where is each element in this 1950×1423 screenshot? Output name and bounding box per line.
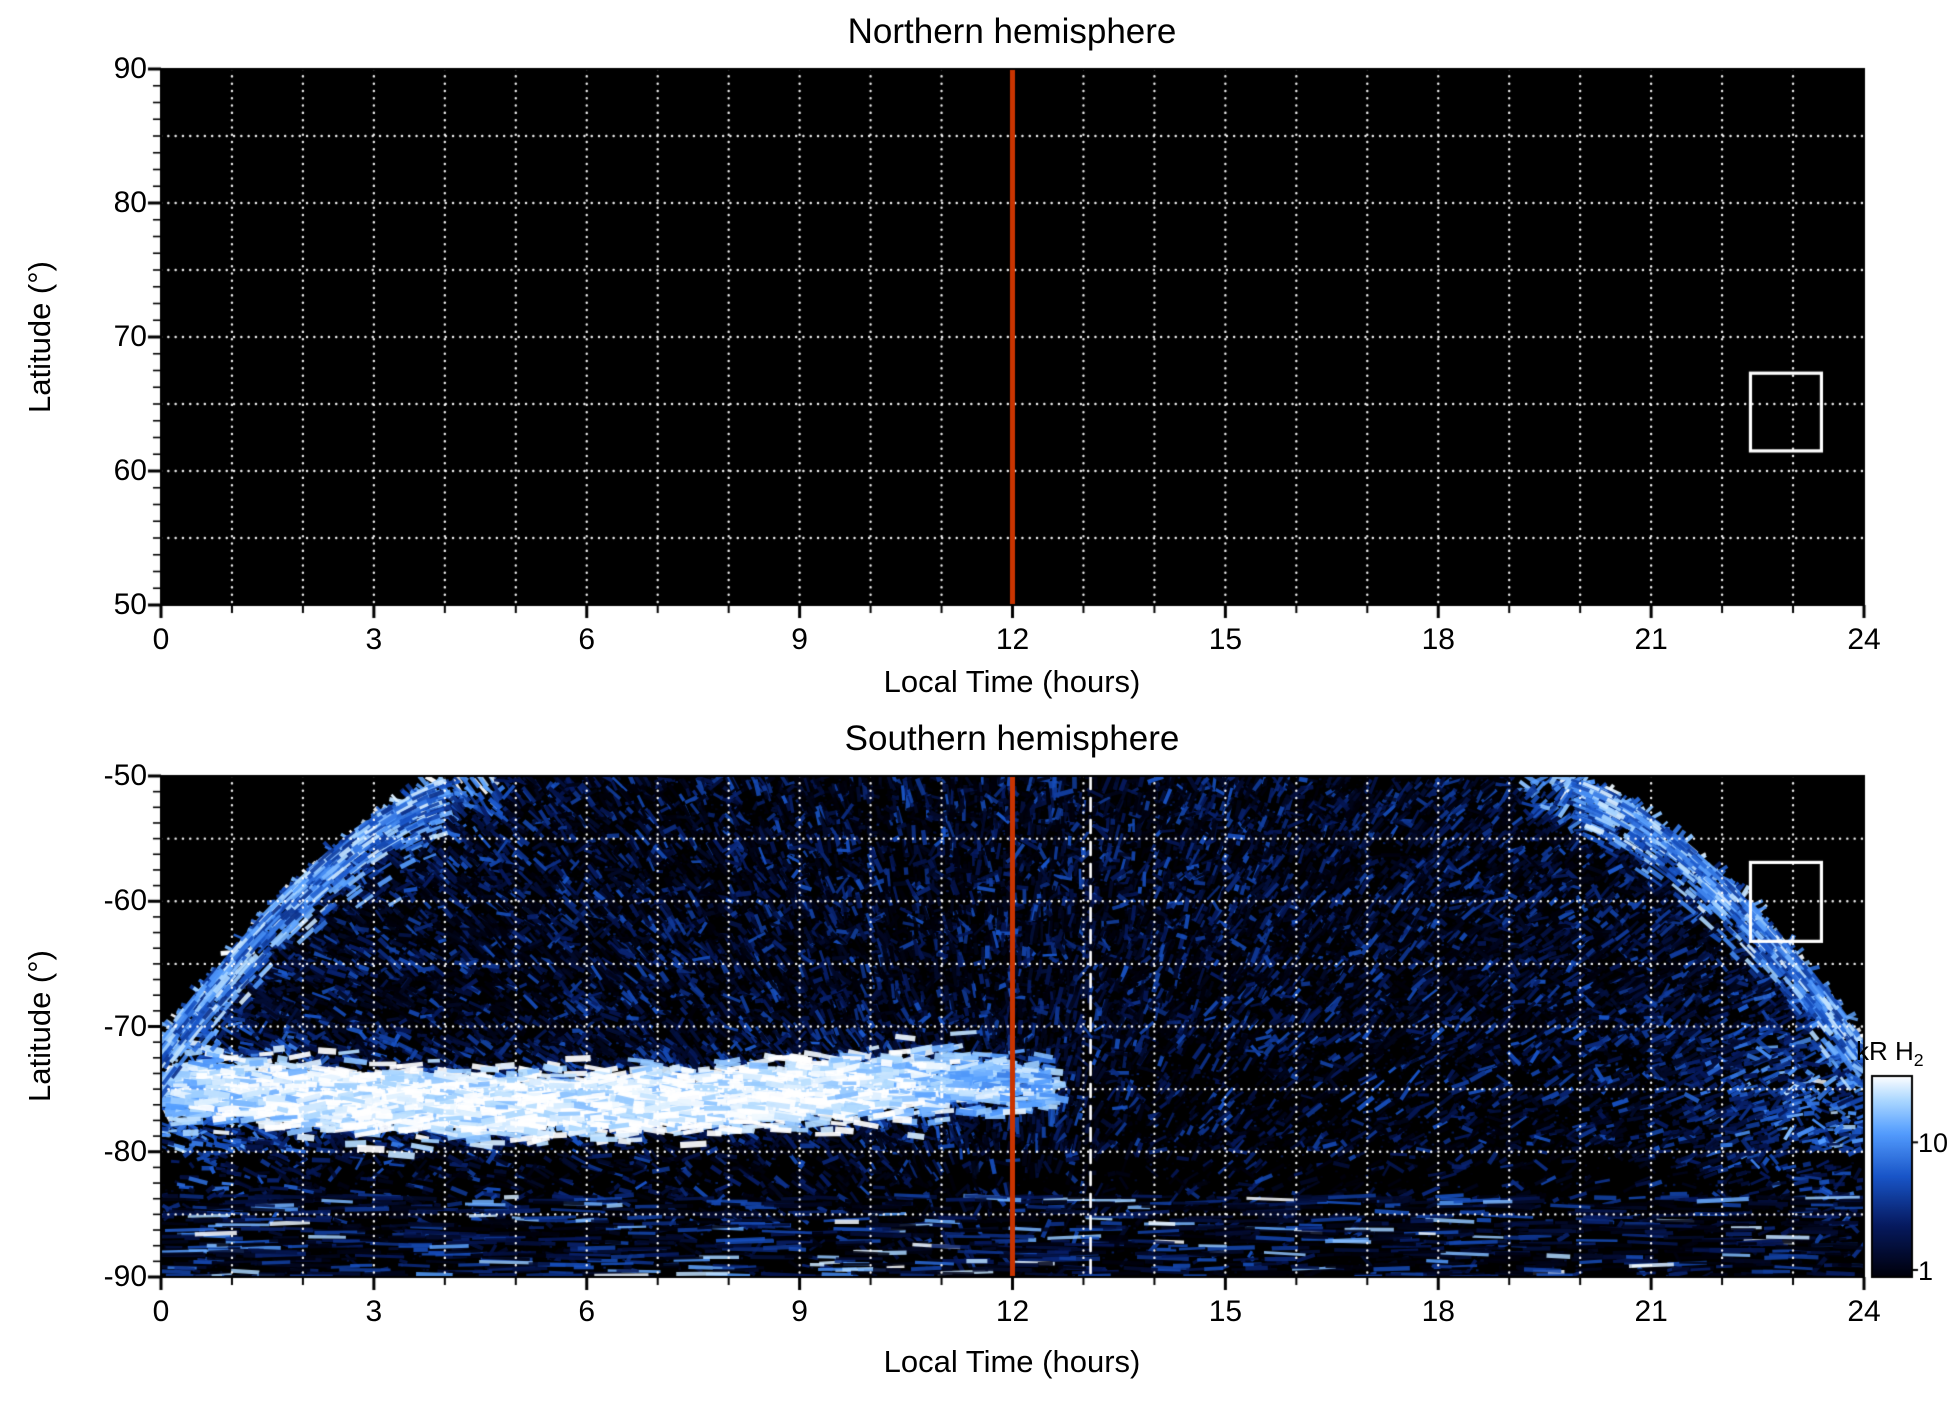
x-tick-label: 24: [1847, 623, 1881, 656]
x-tick-label: 24: [1847, 1295, 1881, 1328]
y-tick-label: 80: [113, 186, 147, 219]
colorbar-title-subscript: 2: [1913, 1050, 1924, 1071]
south-panel-title: Southern hemisphere: [844, 719, 1180, 758]
x-tick-label: 0: [152, 623, 170, 656]
x-tick-label: 9: [791, 1295, 808, 1328]
x-tick-label: 18: [1421, 1295, 1455, 1328]
colorbar-title-text: kR H: [1856, 1036, 1914, 1066]
x-tick-label: 9: [791, 623, 808, 656]
x-tick-label: 18: [1421, 623, 1455, 656]
y-tick-label: -60: [103, 884, 147, 918]
x-tick-label: 15: [1208, 623, 1243, 656]
x-tick-label: 6: [578, 623, 596, 656]
x-tick-label: 6: [578, 1295, 596, 1328]
y-tick-label: -70: [103, 1009, 147, 1043]
x-tick-label: 21: [1634, 1295, 1668, 1328]
x-tick-label: 0: [152, 1295, 170, 1328]
x-tick-label: 12: [995, 1295, 1030, 1328]
north-x-axis-label: Local Time (hours): [883, 664, 1141, 699]
colorbar-tick-label-10: 10: [1918, 1128, 1949, 1158]
y-tick-label: -90: [103, 1260, 147, 1293]
y-tick-label: 70: [113, 320, 147, 353]
x-tick-label: 12: [995, 623, 1030, 656]
colorbar-tick-label-1: 1: [1918, 1256, 1934, 1286]
south-y-axis-label: Latitude (°): [22, 950, 57, 1102]
x-tick-label: 3: [365, 1295, 383, 1328]
x-tick-label: 21: [1634, 623, 1668, 656]
y-tick-label: -50: [103, 759, 147, 792]
x-tick-label: 15: [1208, 1295, 1243, 1328]
y-tick-label: 50: [113, 588, 147, 621]
x-tick-label: 3: [365, 623, 383, 656]
north-y-axis-label: Latitude (°): [22, 261, 57, 413]
south-x-axis-label: Local Time (hours): [883, 1344, 1141, 1379]
y-tick-label: -80: [103, 1134, 147, 1168]
north-panel-title: Northern hemisphere: [847, 12, 1177, 51]
y-tick-label: 60: [113, 454, 147, 487]
y-tick-label: 90: [113, 52, 147, 85]
colorbar-title: kR H2: [1856, 1036, 1924, 1071]
